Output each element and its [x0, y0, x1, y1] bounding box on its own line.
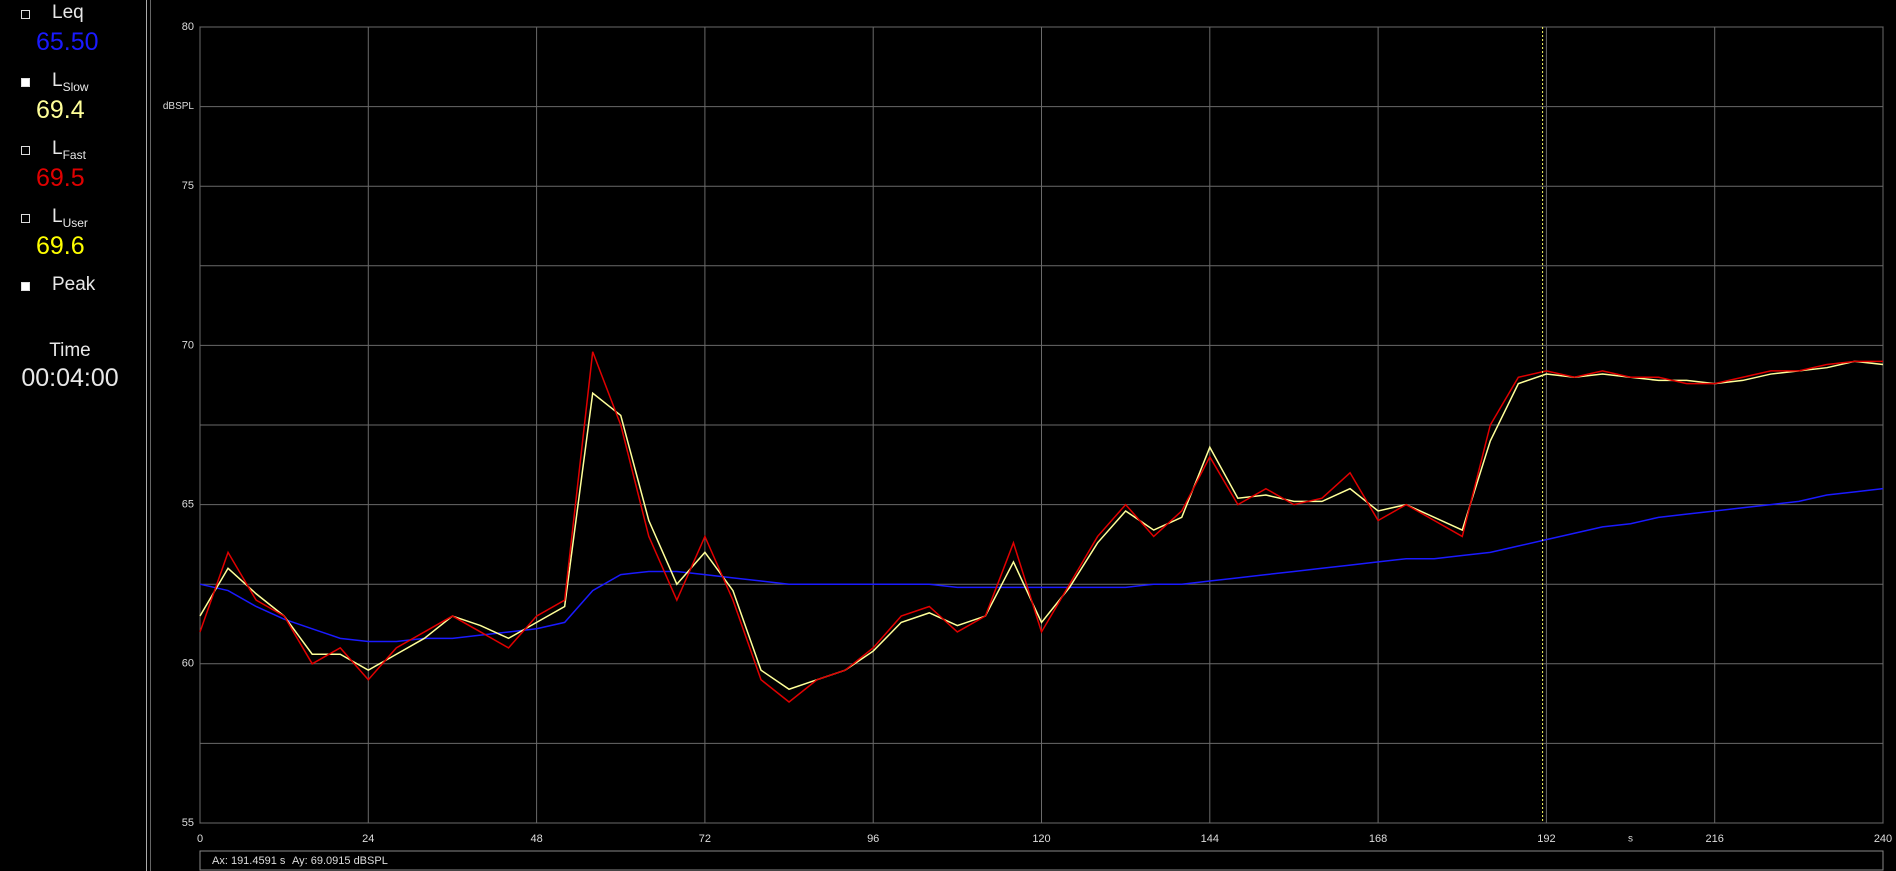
x-tick-label: 72: [699, 833, 711, 845]
checkbox[interactable]: [21, 214, 30, 223]
meter-item: LUser 69.6: [0, 206, 140, 272]
meter-sub: Fast: [62, 147, 86, 162]
y-axis-label: dBSPL: [163, 101, 195, 112]
meter-label: LFast: [52, 138, 86, 162]
meter-name: L: [52, 206, 63, 227]
meter-value: 69.4: [36, 96, 85, 125]
x-tick-label: 240: [1874, 833, 1892, 845]
meter-reading: 69.6: [36, 232, 85, 260]
series-line: [199, 360, 1884, 691]
meter-value: 69.6: [36, 232, 85, 261]
status-x: Ax: 191.4591 s: [212, 855, 286, 867]
x-tick-label: 120: [1032, 833, 1050, 845]
x-tick-label: 48: [530, 833, 542, 845]
meter-item: Peak: [0, 274, 140, 340]
x-tick-label: 24: [362, 833, 374, 845]
clock-value: 00:04:00: [0, 364, 140, 393]
meter-value: 65.50: [36, 28, 99, 57]
checkbox[interactable]: [21, 10, 30, 19]
y-tick-label: 70: [182, 339, 194, 351]
x-tick-label: 96: [867, 833, 879, 845]
clock: Time 00:04:00: [0, 340, 140, 400]
clock-label-text: Time: [49, 340, 91, 361]
meter-sub: Slow: [62, 79, 89, 94]
y-tick-label: 55: [182, 817, 194, 829]
meter-value: 69.5: [36, 164, 85, 193]
series-line: [199, 487, 1884, 643]
checkbox[interactable]: [21, 146, 30, 155]
clock-value-text: 00:04:00: [21, 364, 119, 392]
meter-label: LUser: [52, 206, 88, 230]
status-y: Ay: 69.0915 dBSPL: [292, 855, 388, 867]
y-tick-label: 65: [182, 499, 194, 511]
meter-item: LFast 69.5: [0, 138, 140, 204]
x-tick-label: 144: [1201, 833, 1219, 845]
divider: [150, 0, 151, 871]
meter-name: L: [52, 138, 63, 159]
meter-name: Leq: [52, 2, 84, 23]
y-tick-label: 80: [182, 21, 194, 33]
meter-reading: 69.5: [36, 164, 85, 192]
meter-name: L: [52, 70, 63, 91]
x-tick-label: 192: [1537, 833, 1555, 845]
meter-sub: User: [62, 215, 88, 230]
y-tick-label: 60: [182, 658, 194, 670]
meter-reading: 65.50: [36, 28, 99, 56]
x-axis-label: s: [1628, 834, 1633, 845]
meter-item: Leq 65.50: [0, 2, 140, 68]
meter-panel: Leq 65.50 LSlow 69.4 LFast 69.5 LUser 69.6 Peak T…: [0, 0, 146, 871]
checkbox[interactable]: [21, 78, 30, 87]
x-tick-label: 0: [197, 833, 203, 845]
status-bar: [199, 850, 1884, 871]
meter-reading: 69.4: [36, 96, 85, 124]
x-tick-label: 168: [1369, 833, 1387, 845]
series-line: [199, 351, 1883, 703]
x-tick-label: 216: [1706, 833, 1724, 845]
meter-label: Peak: [52, 274, 95, 296]
meter-item: LSlow 69.4: [0, 70, 140, 136]
meter-name: Peak: [52, 274, 96, 295]
divider: [146, 0, 147, 871]
meter-label: LSlow: [52, 70, 89, 94]
checkbox[interactable]: [21, 282, 30, 291]
meter-label: Leq: [52, 2, 84, 24]
clock-label: Time: [0, 340, 140, 362]
y-tick-label: 75: [182, 180, 194, 192]
